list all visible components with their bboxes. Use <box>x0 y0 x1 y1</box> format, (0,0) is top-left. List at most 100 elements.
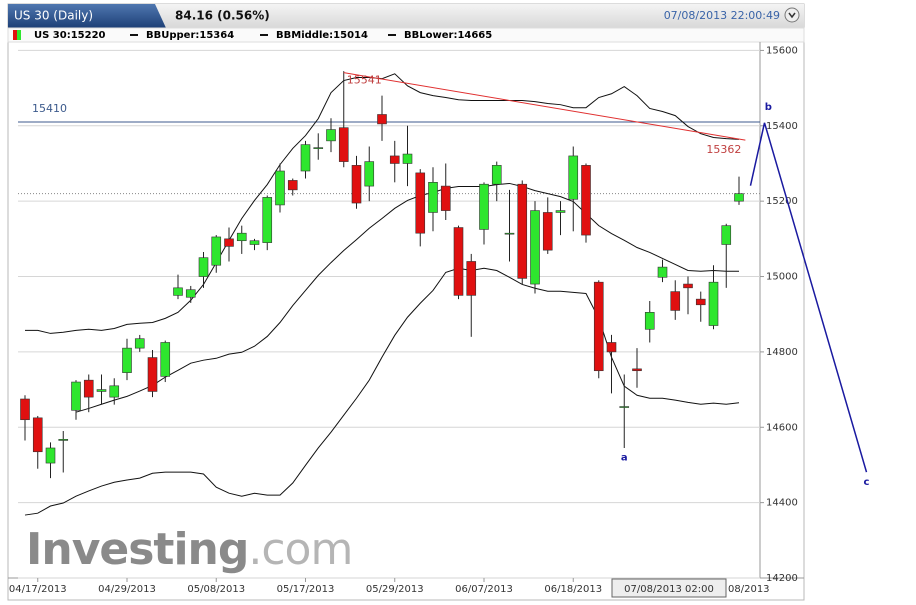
candle-body <box>262 197 273 243</box>
candle-body <box>287 180 298 191</box>
crosshair-label: 07/08/2013 02:00 <box>624 584 714 595</box>
legend-item: BBUpper:15364 <box>146 30 234 41</box>
legend-swatch <box>260 34 268 36</box>
candle-body <box>211 236 222 266</box>
candle-body <box>326 129 336 142</box>
candle-body <box>122 347 132 373</box>
candle-body <box>683 283 693 289</box>
x-tick-label: 05/08/2013 <box>187 584 245 595</box>
x-tick-label: 04/29/2013 <box>98 584 156 595</box>
candle-body <box>721 225 732 245</box>
candle-body <box>160 342 171 377</box>
candle-body <box>415 172 426 234</box>
candle-body <box>428 182 438 213</box>
candle-body <box>96 389 107 392</box>
candle-body <box>236 232 247 242</box>
watermark-brand: Investing <box>26 524 248 575</box>
settings-button[interactable] <box>784 7 800 23</box>
y-tick-label: 15400 <box>766 121 798 132</box>
candle-body <box>542 212 553 251</box>
candle-body <box>20 398 30 421</box>
x-tick-label: 06/07/2013 <box>455 584 513 595</box>
x-tick-label: 05/29/2013 <box>366 584 424 595</box>
candle-body <box>147 357 158 392</box>
button-arrow <box>788 12 796 19</box>
candle-body <box>109 385 120 398</box>
candle-body <box>224 238 234 247</box>
candle-body <box>300 144 311 172</box>
candle-body <box>389 155 400 164</box>
candle-body <box>530 210 540 285</box>
candle-body <box>593 281 604 372</box>
timestamp: 07/08/2013 22:00:49 <box>664 9 780 22</box>
candle-body <box>619 406 630 408</box>
candle-body <box>734 193 744 202</box>
candle-body <box>377 114 387 125</box>
y-tick-label: 14800 <box>766 347 798 358</box>
candle-body <box>440 185 451 211</box>
candle-body <box>185 289 196 298</box>
candle-body <box>695 298 706 306</box>
candle-body <box>71 381 81 411</box>
trend-label: 15362 <box>706 143 741 156</box>
y-tick-label: 15200 <box>766 196 798 207</box>
candle-body <box>83 379 94 398</box>
crosshair-box <box>611 578 727 598</box>
trend-label: 15541 <box>347 74 382 87</box>
legend-item: US 30:15220 <box>34 30 106 41</box>
y-tick-label: 14600 <box>766 422 798 433</box>
legend-icon-down <box>13 30 19 40</box>
band-line <box>24 267 740 516</box>
candle-body <box>134 338 145 349</box>
candle-body <box>351 165 362 204</box>
frame <box>7 3 805 601</box>
legend-item: BBLower:14665 <box>404 30 492 41</box>
candle-body <box>32 417 43 453</box>
candle-body <box>364 161 375 187</box>
candle-body <box>517 183 528 279</box>
y-tick-label: 14200 <box>766 573 798 584</box>
wave-label: a <box>621 452 628 463</box>
candle-body <box>568 155 579 200</box>
watermark-suffix: .com <box>248 524 352 575</box>
legend-bar <box>7 27 805 43</box>
watermark: Investing.com <box>26 524 352 575</box>
header-tab <box>8 4 166 28</box>
candle-body <box>275 170 285 206</box>
candle-body <box>453 227 464 296</box>
candle-body <box>670 291 681 311</box>
candle-body <box>708 281 719 326</box>
legend-swatch <box>130 34 138 36</box>
candle-body <box>173 287 183 296</box>
trendline <box>343 72 746 141</box>
x-tick-label: 08/2013 <box>728 584 770 595</box>
candle-body <box>198 257 209 277</box>
candle-body <box>45 447 56 464</box>
y-tick-label: 15000 <box>766 272 798 283</box>
y-tick-label: 15600 <box>766 45 798 56</box>
legend-item: BBMiddle:15014 <box>276 30 368 41</box>
y-tick-label: 14400 <box>766 498 798 509</box>
candle-body <box>555 210 566 213</box>
candle-body <box>58 439 69 441</box>
wave-label: b <box>765 102 772 113</box>
candle-body <box>313 147 324 149</box>
wave-line <box>749 122 868 473</box>
x-tick-label: 05/17/2013 <box>277 584 335 595</box>
candle-body <box>402 153 413 164</box>
candle-body <box>491 165 502 185</box>
candle-body <box>338 127 349 162</box>
candle-body <box>249 240 260 245</box>
change: 84.16 (0.56%) <box>175 9 270 23</box>
candle-body <box>479 183 489 230</box>
x-tick-label: 04/17/2013 <box>9 584 67 595</box>
candle-body <box>466 261 477 296</box>
level-label: 15410 <box>32 102 67 115</box>
candle-body <box>644 312 655 330</box>
candle-body <box>657 266 668 278</box>
candle-body <box>632 368 642 372</box>
band-line <box>75 182 739 413</box>
x-tick-label: 06/18/2013 <box>544 584 602 595</box>
